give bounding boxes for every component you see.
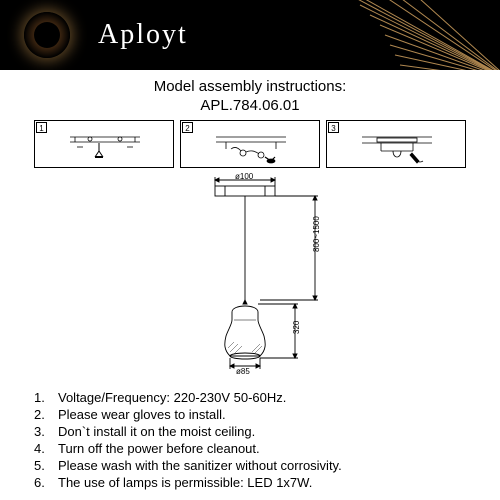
instructions-list: Voltage/Frequency: 220-230V 50-60Hz. Ple… [34,390,466,490]
title-line1: Model assembly instructions: [0,78,500,95]
title-block: Model assembly instructions: APL.784.06.… [0,78,500,114]
instruction-item: Please wear gloves to install. [34,407,466,422]
step2-diagram-icon [181,121,321,169]
instruction-item: Don`t install it on the moist ceiling. [34,424,466,439]
step-2: 2 [180,120,320,168]
rays-decoration-icon [330,0,500,70]
step1-diagram-icon [35,121,175,169]
dim-cable: 800~1500 [312,216,321,252]
logo-eclipse-icon [24,12,70,58]
instruction-item: The use of lamps is permissible: LED 1x7… [34,475,466,490]
lamp-diagram-icon: ø100 800~1500 [120,172,380,377]
step-number: 3 [328,122,339,133]
main-diagram: ø100 800~1500 [0,172,500,382]
step-1: 1 [34,120,174,168]
instruction-item: Turn off the power before cleanout. [34,441,466,456]
step-number: 2 [182,122,193,133]
instruction-item: Please wash with the sanitizer without c… [34,458,466,473]
title-line2: APL.784.06.01 [0,97,500,114]
step-3: 3 [326,120,466,168]
instruction-item: Voltage/Frequency: 220-230V 50-60Hz. [34,390,466,405]
dim-diameter: ø85 [236,367,250,376]
dim-lamp-height: 320 [292,320,301,334]
assembly-steps: 1 2 [30,120,470,168]
step-number: 1 [36,122,47,133]
brand-name: Aployt [98,19,188,51]
header: Aployt [0,0,500,70]
step3-diagram-icon [327,121,467,169]
dim-top-width: ø100 [235,172,254,181]
